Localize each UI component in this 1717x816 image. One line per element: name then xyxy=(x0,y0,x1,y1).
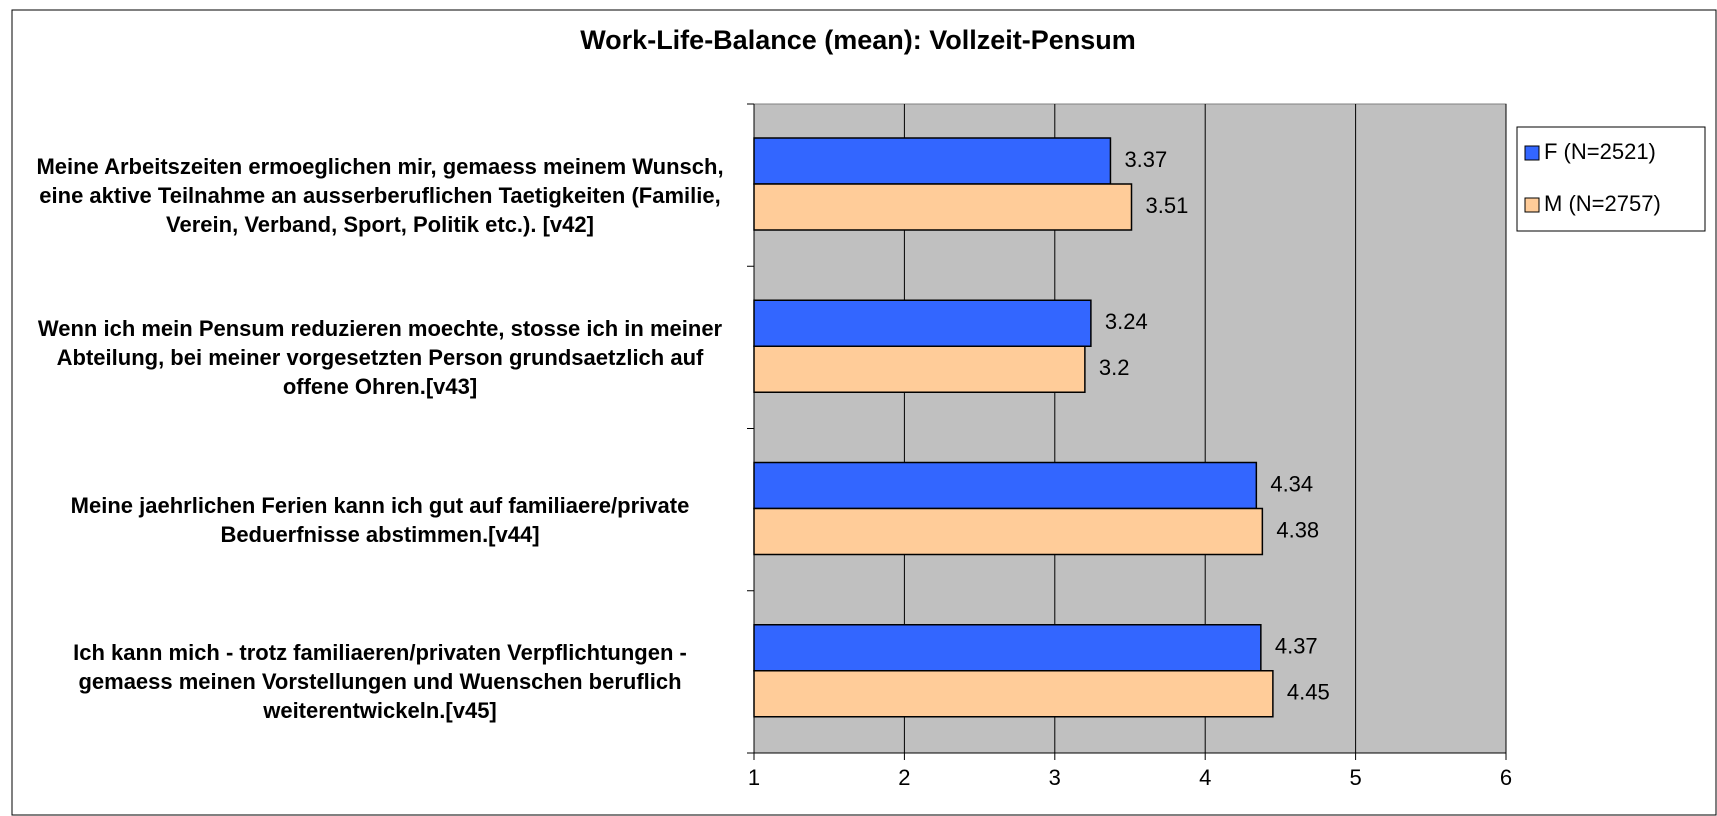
data-label: 4.34 xyxy=(1270,471,1313,496)
data-label: 3.37 xyxy=(1124,147,1167,172)
bar xyxy=(753,299,1092,347)
category-label: Meine Arbeitszeiten ermoeglichen mir, ge… xyxy=(36,153,724,237)
data-label: 4.37 xyxy=(1275,634,1318,659)
chart-title: Work-Life-Balance (mean): Vollzeit-Pensu… xyxy=(580,25,1136,55)
bar xyxy=(753,461,1258,510)
legend-label: F (N=2521) xyxy=(1544,139,1656,164)
legend-box xyxy=(1516,126,1706,232)
x-tick-label: 5 xyxy=(1349,765,1361,790)
bar xyxy=(753,183,1133,231)
x-tick-label: 1 xyxy=(748,765,760,790)
x-tick-label: 4 xyxy=(1199,765,1211,790)
legend-swatch xyxy=(1524,145,1540,161)
x-tick-label: 2 xyxy=(898,765,910,790)
bar xyxy=(753,507,1264,556)
category-label: Wenn ich mein Pensum reduzieren moechte,… xyxy=(37,315,723,399)
chart-border xyxy=(11,9,1717,816)
data-label: 4.38 xyxy=(1276,517,1319,542)
x-tick-label: 6 xyxy=(1500,765,1512,790)
bar xyxy=(753,345,1086,393)
data-label: 3.24 xyxy=(1105,309,1148,334)
bar xyxy=(753,670,1274,718)
data-label: 3.2 xyxy=(1099,355,1130,380)
category-label: Meine jaehrlichen Ferien kann ich gut au… xyxy=(70,492,690,547)
data-label: 4.45 xyxy=(1287,680,1330,705)
data-label: 3.51 xyxy=(1146,193,1189,218)
category-label: Ich kann mich - trotz familiaeren/privat… xyxy=(73,640,687,724)
bar xyxy=(753,137,1112,185)
legend-label: M (N=2757) xyxy=(1544,191,1661,216)
legend-swatch xyxy=(1524,197,1540,213)
x-tick-label: 3 xyxy=(1049,765,1061,790)
bar xyxy=(753,624,1262,672)
